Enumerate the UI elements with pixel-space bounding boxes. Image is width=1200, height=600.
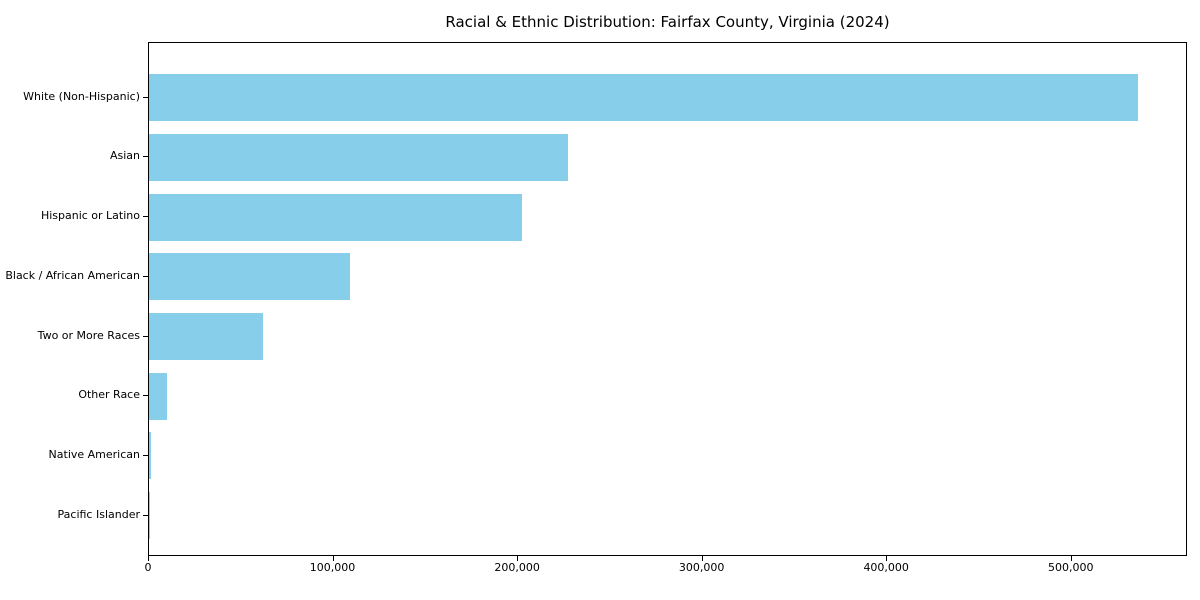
x-tick-label: 200,000 (494, 561, 540, 574)
y-tick-label: Hispanic or Latino (40, 209, 140, 223)
x-tick-mark (332, 556, 334, 561)
x-tick-label: 400,000 (863, 561, 909, 574)
x-tick-label: 300,000 (678, 561, 725, 574)
y-tick-mark (143, 514, 148, 516)
bar (149, 432, 151, 480)
bar (149, 492, 150, 540)
bar (149, 74, 1139, 122)
plot-area (148, 42, 1187, 556)
y-tick-mark (143, 216, 148, 218)
chart-title: Racial & Ethnic Distribution: Fairfax Co… (445, 13, 890, 31)
y-tick-mark (143, 275, 148, 277)
bar (149, 193, 522, 241)
x-tick-mark (148, 556, 149, 561)
y-tick-mark (143, 395, 148, 397)
y-tick-mark (143, 454, 148, 456)
y-tick-label: Black / African American (5, 268, 140, 282)
x-tick-label: 500,000 (1047, 561, 1094, 574)
x-tick-mark (701, 556, 703, 561)
y-tick-mark (143, 156, 148, 158)
x-tick-label: 0 (144, 561, 152, 574)
x-tick-mark (517, 556, 519, 561)
bar (149, 253, 351, 301)
bar (149, 313, 264, 360)
x-tick-label: 100,000 (309, 561, 356, 574)
bar (149, 133, 568, 181)
y-tick-label: White (Non-Hispanic) (23, 89, 140, 103)
y-tick-mark (143, 335, 148, 337)
bar (149, 372, 167, 420)
y-tick-label: Asian (109, 149, 140, 163)
y-tick-label: Native American (48, 447, 140, 461)
y-tick-mark (143, 96, 148, 98)
x-tick-mark (1070, 556, 1072, 561)
y-tick-label: Two or More Races (37, 328, 140, 342)
y-tick-label: Pacific Islander (57, 507, 140, 521)
x-tick-mark (886, 556, 888, 561)
y-tick-label: Other Race (78, 388, 140, 402)
